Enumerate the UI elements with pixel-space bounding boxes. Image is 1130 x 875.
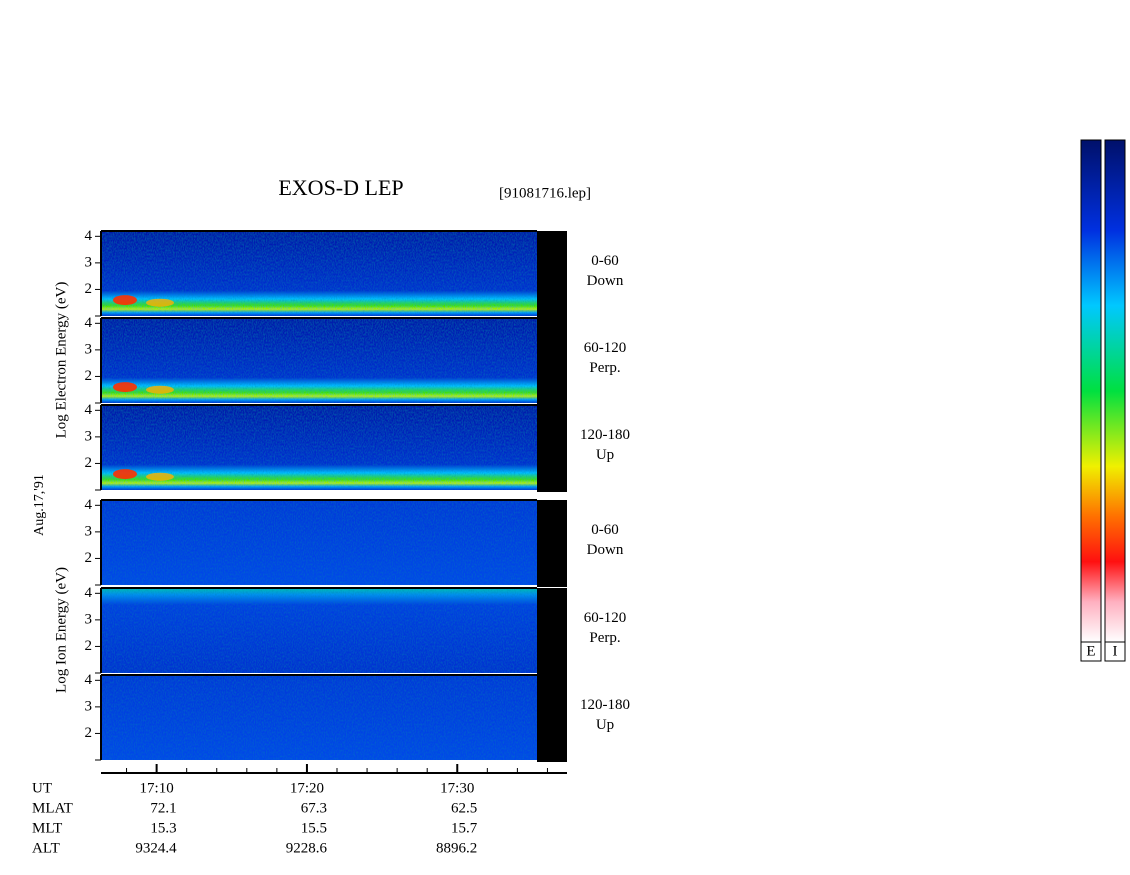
data-gap	[537, 231, 567, 318]
colorbar-label: I	[1113, 643, 1118, 659]
y-tick-label: 4	[85, 497, 93, 513]
data-gap	[537, 318, 567, 405]
orbit-row-label: MLT	[32, 820, 62, 836]
data-gap	[537, 588, 567, 675]
y-tick-label: 4	[85, 315, 93, 331]
colorbar-label-box	[1104, 641, 1126, 662]
intensity-peak	[113, 469, 137, 480]
intensity-peak	[113, 382, 137, 393]
colorbar-label-box	[1080, 641, 1102, 662]
colorbar	[1080, 139, 1102, 643]
y-tick-label: 3	[85, 698, 93, 714]
data-gap	[537, 500, 567, 587]
data-gap	[537, 405, 567, 492]
x-tick-label: 17:20	[290, 780, 324, 796]
orbit-value: 15.5	[301, 820, 327, 836]
y-tick-label: 2	[85, 368, 93, 384]
orbit-label: UT	[32, 780, 52, 796]
y-tick-label: 3	[85, 611, 93, 627]
y-axis-label: Log Electron Energy (eV)	[53, 282, 69, 439]
y-tick-label: 2	[85, 281, 93, 297]
y-tick-label: 2	[85, 550, 93, 566]
orbit-value: 9324.4	[135, 840, 177, 856]
y-tick-label: 2	[85, 638, 93, 654]
panel-direction: Down	[587, 273, 624, 289]
spectrogram-panel	[101, 675, 537, 760]
intensity-peak	[146, 298, 174, 307]
spectrogram-panel	[101, 588, 537, 673]
panel-angle: 0-60	[591, 522, 619, 538]
panel-angle: 120-180	[580, 697, 630, 713]
panel-angle: 60-120	[584, 340, 627, 356]
panel-direction: Down	[587, 542, 624, 558]
panel-direction: Perp.	[589, 360, 620, 376]
y-tick-label: 3	[85, 254, 93, 270]
spectrogram-panel	[101, 500, 537, 585]
chart-title: EXOS-D LEP	[278, 175, 403, 200]
y-tick-label: 4	[85, 228, 93, 244]
y-tick-label: 4	[85, 672, 93, 688]
y-tick-label: 2	[85, 455, 93, 471]
panels: 2 3 4 0-60 Down 2 3 4 60-120 Perp. 2 3 4 120-180 Up 2 3 4…	[85, 228, 630, 762]
panel-direction: Up	[596, 447, 614, 463]
intensity-peak	[146, 385, 174, 394]
panel-angle: 60-120	[584, 610, 627, 626]
orbit-value: 15.3	[150, 820, 176, 836]
orbit-value: 62.5	[451, 800, 477, 816]
orbit-value: 72.1	[150, 800, 176, 816]
y-tick-label: 3	[85, 523, 93, 539]
orbit-value: 8896.2	[436, 840, 477, 856]
panel-direction: Perp.	[589, 630, 620, 646]
orbit-row-label: ALT	[32, 840, 60, 856]
spectrogram-panel	[101, 405, 537, 490]
y-tick-label: 2	[85, 725, 93, 741]
spectrogram-panel	[101, 231, 537, 316]
panel-angle: 120-180	[580, 427, 630, 443]
intensity-peak	[113, 295, 137, 306]
x-tick-label: 17:10	[140, 780, 174, 796]
orbit-row-label: MLAT	[32, 800, 73, 816]
colorbar-label: E	[1086, 643, 1095, 659]
y-tick-label: 4	[85, 585, 93, 601]
y-tick-label: 3	[85, 428, 93, 444]
y-tick-label: 4	[85, 402, 93, 418]
file-name: [91081716.lep]	[499, 185, 591, 201]
colorbar	[1104, 139, 1126, 643]
spectrogram-panel	[101, 318, 537, 403]
orbit-value: 15.7	[451, 820, 478, 836]
intensity-peak	[146, 472, 174, 481]
y-axis-label: Log Ion Energy (eV)	[53, 567, 69, 693]
panel-angle: 0-60	[591, 253, 619, 269]
date-label: Aug.17,'91	[32, 474, 47, 536]
orbit-value: 67.3	[301, 800, 327, 816]
x-tick-label: 17:30	[440, 780, 474, 796]
panel-direction: Up	[596, 717, 614, 733]
data-gap	[537, 675, 567, 762]
orbit-value: 9228.6	[286, 840, 328, 856]
y-tick-label: 3	[85, 341, 93, 357]
